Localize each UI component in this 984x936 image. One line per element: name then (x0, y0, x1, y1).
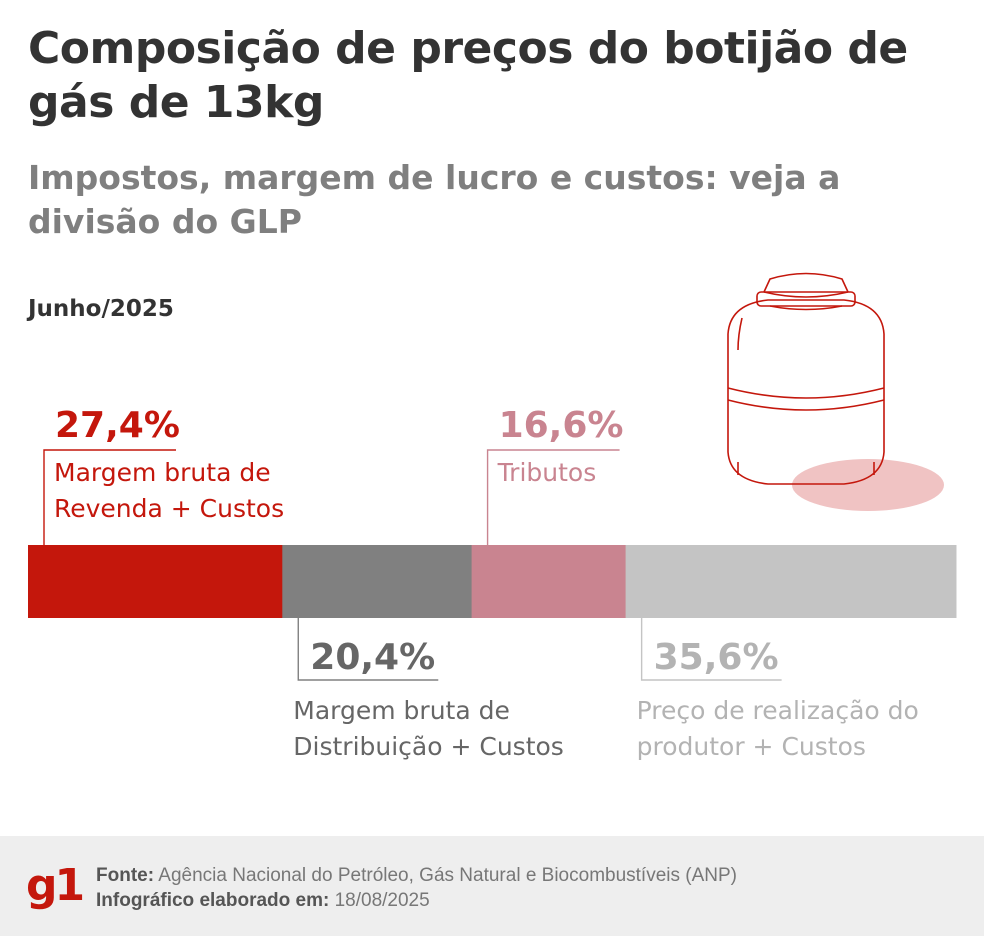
segment-label: Revenda + Custos (54, 494, 284, 523)
value-label: 35,6% (654, 637, 779, 678)
chart-subtitle: Impostos, margem de lucro e custos: veja… (28, 158, 841, 241)
value-label: 20,4% (310, 637, 435, 678)
date-label: Junho/2025 (28, 296, 174, 322)
source-text: Agência Nacional do Petróleo, Gás Natura… (158, 865, 738, 886)
callouts: 27,4% Margem bruta de Revenda + Custos 20,4… (43, 405, 919, 761)
segment-label: Preço de realização do (637, 696, 919, 725)
segment-label: produtor + Custos (637, 732, 866, 761)
bar-segments (28, 545, 957, 618)
value-label: 27,4% (55, 405, 180, 446)
bar-segment-preco-de-realizacao-do-produtor-custos (625, 545, 957, 618)
made-label: Infográfico elaborado em: (96, 890, 330, 911)
g1-logo[interactable]: g1 (26, 860, 85, 911)
segment-label: Margem bruta de (54, 458, 271, 487)
chart-title: Composição de preços do botijão de gás d… (28, 23, 908, 128)
source-label: Fonte: (96, 865, 155, 886)
callout-line (486, 449, 620, 545)
segment-label: Margem bruta de (293, 696, 510, 725)
source-line: Fonte: Agência Nacional do Petróleo, Gás… (96, 863, 737, 888)
bar-segment-margem-bruta-de-distribuicao-custos (282, 545, 473, 618)
stacked-bar-chart: 27,4% Margem bruta de Revenda + Custos 20,4… (28, 272, 957, 761)
value-label: 16,6% (499, 405, 624, 446)
callout-line (297, 618, 439, 681)
callout-line (43, 449, 176, 545)
segment-label: Tributos (497, 458, 597, 487)
source-block: Fonte: Agência Nacional do Petróleo, Gás… (96, 863, 737, 913)
made-date: 18/08/2025 (334, 890, 430, 911)
bar-segment-tributos (471, 545, 627, 618)
callout-line (640, 618, 782, 681)
gas-cylinder-icon (727, 272, 944, 511)
footer: g1 Fonte: Agência Nacional do Petróleo, … (0, 836, 984, 936)
segment-label: Distribuição + Custos (293, 732, 564, 761)
bar-segment-margem-bruta-de-revenda-custos (28, 545, 283, 618)
made-line: Infográfico elaborado em: 18/08/2025 (96, 888, 737, 913)
